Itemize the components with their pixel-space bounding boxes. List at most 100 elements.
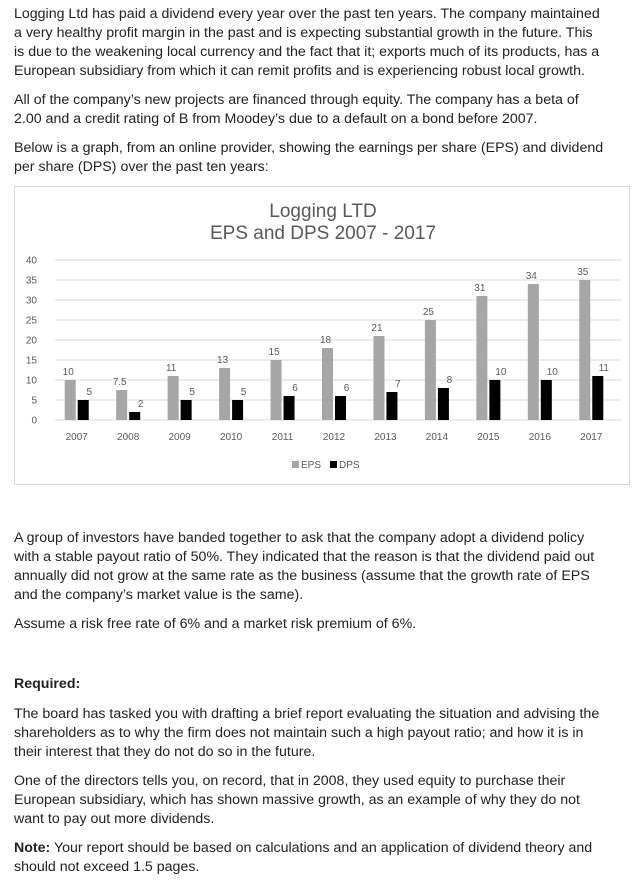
text-line: Assume a risk free rate of 6% and a mark… — [14, 616, 417, 632]
x-tick-label: 2015 — [477, 432, 500, 443]
eps-data-label: 11 — [166, 363, 177, 374]
text-line: shareholders as to why the firm does not… — [14, 725, 584, 741]
eps-data-label: 10 — [63, 367, 75, 378]
paragraph-board-task: The board has tasked you with drafting a… — [14, 705, 599, 762]
y-tick-label: 10 — [26, 376, 38, 387]
x-tick-label: 2013 — [374, 432, 397, 443]
y-tick-label: 40 — [26, 256, 38, 267]
text-line: The board has tasked you with drafting a… — [14, 706, 600, 722]
dps-bar — [489, 380, 501, 420]
y-tick-label: 20 — [26, 336, 38, 347]
dps-data-label: 5 — [86, 387, 92, 398]
eps-data-label: 18 — [320, 335, 332, 346]
dps-data-label: 10 — [547, 367, 559, 378]
dps-bar — [335, 396, 346, 420]
dps-data-label: 10 — [495, 367, 507, 378]
eps-legend-swatch — [292, 461, 299, 468]
eps-bar — [116, 390, 128, 420]
chart-subtitle: EPS and DPS 2007 - 2017 — [210, 223, 436, 244]
dps-bar — [592, 376, 604, 420]
paragraph-graph-intro: Below is a graph, from an online provide… — [14, 139, 603, 177]
text-line: with a stable payout ratio of 50%. They … — [14, 549, 595, 565]
text-line: A group of investors have banded togethe… — [14, 530, 585, 546]
labels-layer: 0 5 10 15 20 25 30 35 40 10 5 2007 7.5 2 2008 11 5 2009 13… — [26, 256, 610, 444]
text-line: and the company’s market value is the sa… — [14, 587, 304, 603]
dps-data-label: 5 — [189, 387, 195, 398]
text-line: Required: — [14, 676, 81, 692]
eps-bar — [424, 320, 436, 420]
eps-bar — [579, 280, 591, 420]
eps-data-label: 21 — [371, 323, 383, 334]
text-line: a very healthy profit margin in the past… — [14, 25, 593, 41]
x-tick-label: 2012 — [323, 432, 346, 443]
text-line: is due to the weakening local currency a… — [14, 44, 600, 60]
eps-data-label: 34 — [526, 271, 538, 282]
dps-data-label: 6 — [292, 383, 298, 394]
x-tick-label: 2014 — [426, 432, 449, 443]
y-tick-label: 5 — [31, 396, 37, 407]
paragraph-financing: All of the company’s new projects are fi… — [14, 91, 579, 129]
eps-bar — [322, 348, 333, 420]
dps-bar — [437, 388, 449, 420]
dps-bar — [386, 392, 398, 420]
chart-legend: EPS DPS — [292, 460, 360, 471]
dps-data-label: 7 — [395, 379, 401, 390]
eps-bar — [373, 336, 385, 420]
eps-data-label: 15 — [268, 347, 280, 358]
text-line: Below is a graph, from an online provide… — [14, 140, 604, 156]
dps-bar — [180, 400, 192, 420]
y-tick-label: 35 — [26, 276, 38, 287]
eps-bar — [167, 376, 179, 420]
note-text: Your report should be based on calculati… — [50, 840, 593, 856]
eps-dps-chart: Logging LTD EPS and DPS 2007 - 2017 0 5 10… — [14, 186, 630, 485]
eps-legend-label: EPS — [301, 460, 321, 471]
x-tick-label: 2007 — [66, 432, 89, 443]
eps-bar — [270, 360, 282, 420]
eps-bar — [64, 380, 76, 420]
dps-bar — [77, 400, 89, 420]
text-line: should not exceed 1.5 pages. — [14, 859, 200, 875]
text-line: Logging Ltd has paid a dividend every ye… — [14, 6, 600, 22]
dps-data-label: 8 — [447, 375, 453, 386]
eps-bar — [476, 296, 488, 420]
eps-data-label: 13 — [217, 355, 229, 366]
text-line: want to pay out more dividends. — [14, 811, 215, 827]
text-line: European subsidiary from which it can re… — [14, 63, 585, 79]
y-tick-label: 15 — [26, 356, 38, 367]
grid-layer — [55, 259, 621, 421]
text-line: Note: Your report should be based on cal… — [14, 839, 592, 858]
x-tick-label: 2011 — [272, 432, 294, 443]
eps-bar — [219, 368, 231, 420]
dps-bar — [540, 380, 552, 420]
eps-data-label: 7.5 — [113, 377, 127, 388]
dps-legend-swatch — [330, 461, 337, 468]
dps-data-label: 2 — [138, 399, 144, 410]
x-tick-label: 2016 — [529, 432, 552, 443]
paragraph-investors: A group of investors have banded togethe… — [14, 529, 594, 605]
eps-data-label: 31 — [474, 283, 486, 294]
note-label: Note: — [14, 840, 51, 856]
eps-data-label: 35 — [577, 267, 589, 278]
paragraph-assumptions: Assume a risk free rate of 6% and a mark… — [14, 615, 416, 634]
x-tick-label: 2009 — [169, 432, 192, 443]
y-tick-label: 0 — [31, 416, 37, 427]
text-line: All of the company’s new projects are fi… — [14, 92, 579, 108]
x-tick-label: 2010 — [220, 432, 243, 443]
text-line: European subsidiary, which has shown mas… — [14, 792, 580, 808]
paragraph-intro: Logging Ltd has paid a dividend every ye… — [14, 5, 600, 81]
dps-bar — [283, 396, 295, 420]
chart-title: Logging LTD — [269, 201, 376, 222]
y-tick-label: 25 — [26, 316, 38, 327]
dps-data-label: 5 — [241, 387, 247, 398]
eps-bar — [527, 284, 539, 420]
dps-data-label: 6 — [344, 383, 350, 394]
text-line: their interest that they do not do so in… — [14, 744, 316, 760]
x-tick-label: 2017 — [580, 432, 603, 443]
dps-data-label: 11 — [599, 363, 610, 374]
y-tick-label: 30 — [26, 296, 38, 307]
required-heading: Required: — [14, 675, 80, 694]
chart-svg: Logging LTD EPS and DPS 2007 - 2017 0 5 10… — [26, 201, 621, 471]
x-tick-label: 2008 — [117, 432, 140, 443]
dps-bar — [129, 412, 141, 420]
paragraph-note: Note: Your report should be based on cal… — [14, 839, 592, 877]
